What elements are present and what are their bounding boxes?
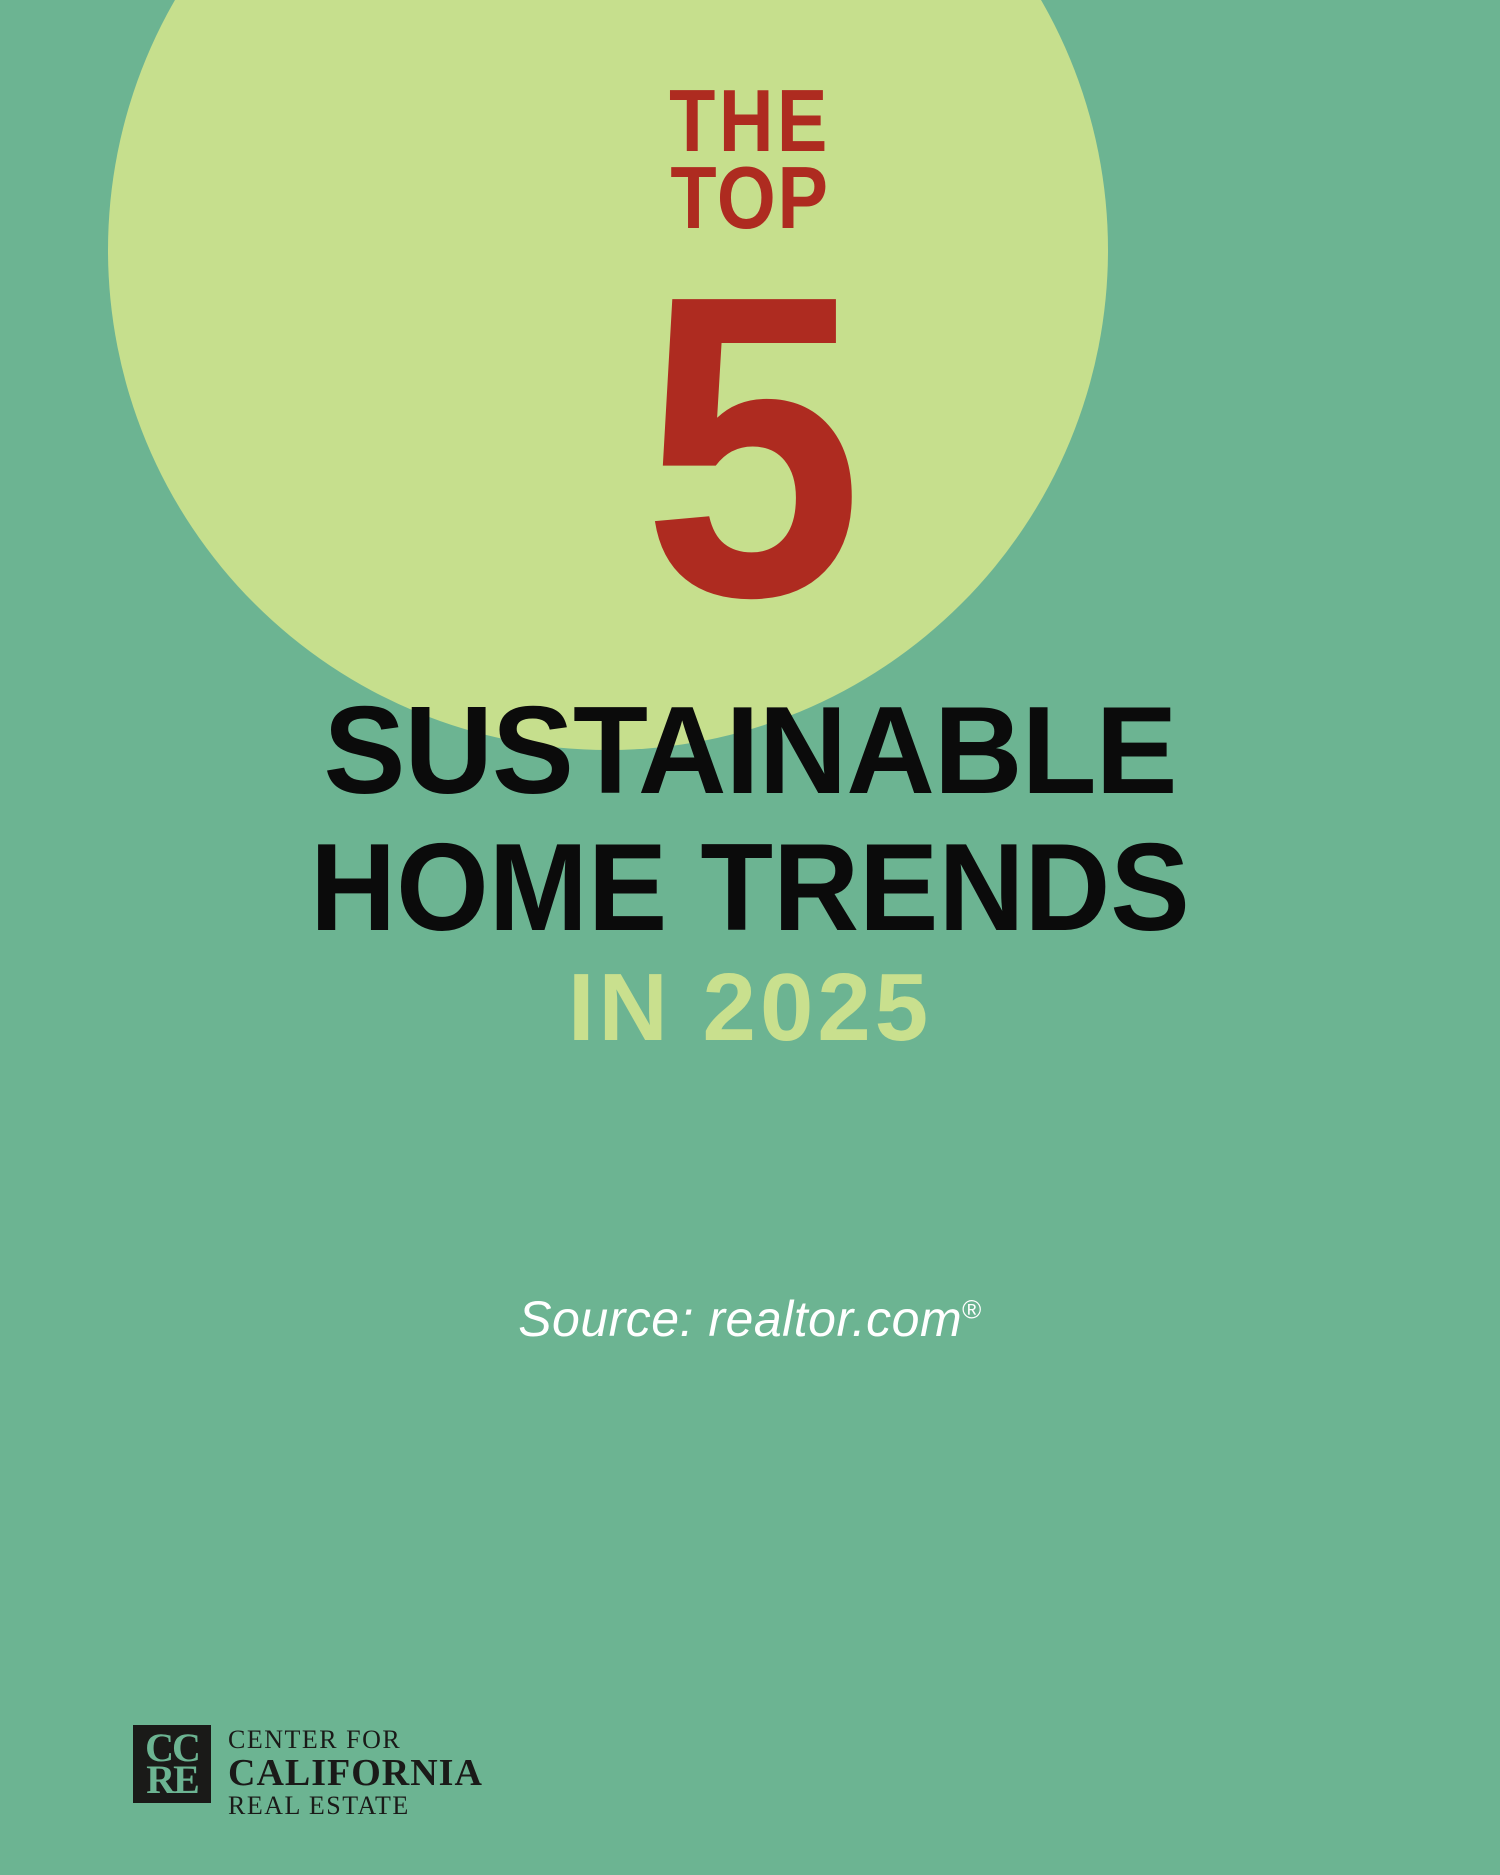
ccre-logo: CC RE CENTER FOR CALIFORNIA REAL ESTATE <box>133 1725 483 1819</box>
kicker-line-1: THE <box>669 71 831 170</box>
ccre-logo-mark-line-2: RE <box>146 1757 200 1802</box>
page-title: SUSTAINABLE HOME TRENDS <box>0 682 1500 957</box>
headline-line-2: HOME TRENDS <box>310 818 1190 957</box>
ccre-logo-wordmark: CENTER FOR CALIFORNIA REAL ESTATE <box>228 1725 483 1819</box>
ccre-logo-mark: CC RE <box>133 1725 211 1803</box>
ccre-logo-word-line-3: REAL ESTATE <box>228 1791 410 1820</box>
ccre-logo-mark-line-1: CC <box>145 1725 201 1771</box>
registered-trademark-icon: ® <box>962 1294 982 1325</box>
ccre-logo-word-line-2: CALIFORNIA <box>228 1752 483 1794</box>
big-number-five: 5 <box>642 207 863 687</box>
kicker-line-2: TOP <box>670 148 830 248</box>
kicker-heading: THE TOP <box>105 71 1395 248</box>
source-text: Source: realtor.com <box>518 1291 963 1347</box>
subtitle-year: IN 2025 <box>567 954 933 1061</box>
ccre-logo-word-line-1: CENTER FOR <box>228 1725 402 1754</box>
source-attribution: Source: realtor.com® <box>0 1290 1500 1348</box>
headline-line-1: SUSTAINABLE <box>323 682 1177 820</box>
